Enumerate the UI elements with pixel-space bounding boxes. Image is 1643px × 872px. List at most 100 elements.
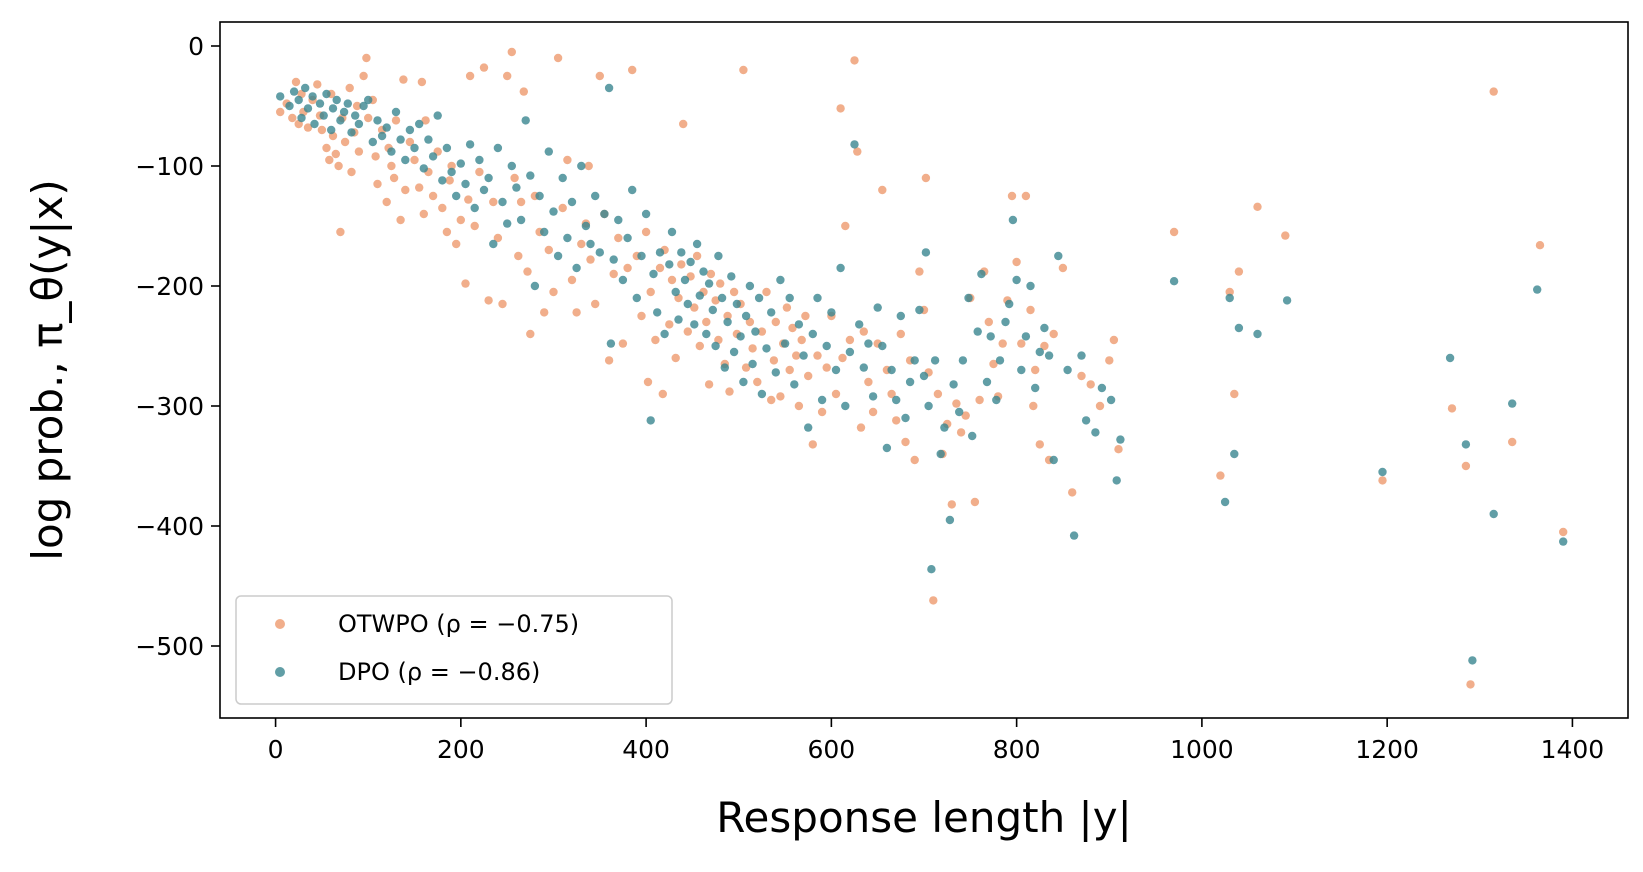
data-point [767,308,776,317]
data-point [1533,285,1542,294]
data-point [776,392,785,401]
data-point [577,239,586,249]
data-point [396,215,405,225]
data-point [493,143,503,153]
data-point [1054,251,1063,261]
data-point [677,248,686,257]
data-point [984,317,993,327]
data-point [558,173,567,183]
y-axis: 0 −100 −200 −300 −400 −500 [135,32,220,661]
data-point [322,143,331,153]
data-point [567,197,577,207]
data-point [868,407,878,417]
data-point [604,83,614,93]
data-point [896,311,905,321]
data-point [905,377,915,387]
data-point [456,215,465,225]
data-point [739,65,748,75]
data-point [955,407,964,417]
data-point [641,209,651,219]
data-point [493,233,503,243]
data-point [1489,509,1498,519]
data-point [771,368,780,377]
data-point [549,287,558,297]
data-point [641,227,651,237]
data-point [695,291,704,300]
data-point [799,351,808,360]
data-point [853,147,862,156]
data-point [929,596,938,605]
data-point [771,317,780,327]
data-point [325,155,334,165]
legend: OTWPO (ρ = −0.75) DPO (ρ = −0.86) [235,595,673,705]
data-point [751,327,760,336]
data-point [1461,461,1471,471]
data-point [373,179,382,189]
data-point [1106,395,1116,405]
data-point [1021,191,1031,201]
data-point [655,248,665,257]
y-tick-label: −400 [135,512,204,541]
data-point [1230,449,1239,459]
data-point [553,53,563,63]
data-point [285,101,294,111]
x-tick-label: 0 [268,735,284,764]
data-point [600,209,609,219]
data-point [915,267,924,276]
data-point [540,227,549,237]
x-tick-label: 600 [808,735,856,764]
data-point [303,104,313,113]
data-point [315,99,325,108]
data-point [1378,467,1387,477]
data-point [498,299,507,309]
data-point [1017,365,1026,375]
data-point [646,416,655,425]
data-point [686,257,695,267]
data-point [405,137,415,147]
data-point [347,128,356,137]
data-point [498,197,507,207]
data-point [512,183,521,192]
data-point [973,327,982,336]
data-point [297,113,306,123]
data-point [489,197,498,207]
data-point [637,251,646,261]
data-point [503,219,512,228]
data-point [729,287,739,297]
data-point [595,248,604,257]
data-point [1216,471,1225,480]
data-point [368,137,377,147]
data-point [827,308,836,317]
data-point [410,143,419,153]
data-point [808,329,817,339]
data-point [680,275,690,285]
data-point [549,207,558,216]
data-point [1508,399,1517,408]
data-point [919,371,929,381]
data-point [794,401,804,411]
data-point [1058,263,1068,273]
data-point [387,161,396,171]
data-point [1081,416,1091,425]
data-point [720,363,729,372]
data-point [1086,380,1095,389]
data-point [347,167,356,177]
data-point [428,152,438,161]
data-point [817,407,827,417]
data-point [310,119,319,129]
data-point [1112,476,1121,485]
data-point [859,327,868,336]
data-point [998,339,1007,348]
data-point [887,365,896,375]
data-point [878,185,887,195]
data-point [729,347,739,357]
data-point [1095,401,1105,411]
data-point [623,233,632,243]
data-point [1559,527,1568,537]
data-point [949,380,958,389]
data-point [339,107,349,117]
data-point [986,332,995,341]
data-point [845,347,855,357]
data-point [452,191,461,201]
